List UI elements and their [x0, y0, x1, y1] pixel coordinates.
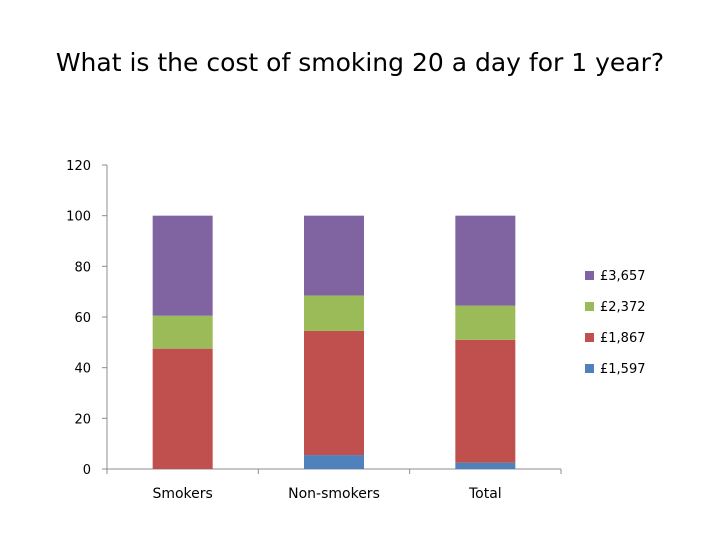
bar-segment [304, 330, 364, 456]
legend-label: £1,867 [600, 331, 646, 346]
bar-segment [455, 339, 516, 463]
bar-segment [152, 215, 213, 316]
x-category-label: Smokers [152, 486, 212, 502]
bar-segment [455, 462, 516, 469]
y-tick-label: 120 [66, 159, 91, 174]
x-category-label: Non-smokers [288, 486, 380, 502]
y-tick-label: 40 [74, 362, 91, 377]
legend-swatch [585, 364, 594, 373]
legend-swatch [585, 333, 594, 342]
legend-label: £2,372 [600, 300, 646, 315]
y-tick-label: 80 [74, 260, 91, 275]
bar-segment [455, 305, 516, 340]
bar-segment [304, 295, 364, 331]
x-category-label: Total [468, 486, 502, 502]
bar-segment [152, 348, 213, 469]
legend-swatch [585, 271, 594, 280]
legend-swatch [585, 302, 594, 311]
y-tick-label: 60 [74, 311, 91, 326]
bar-segment [455, 215, 516, 306]
slide-title: What is the cost of smoking 20 a day for… [55, 48, 665, 77]
bar-segment [304, 215, 364, 296]
legend-label: £1,597 [600, 362, 646, 377]
legend-label: £3,657 [600, 269, 646, 284]
y-tick-label: 20 [74, 412, 91, 427]
y-tick-label: 0 [83, 463, 91, 478]
bar-segment [304, 455, 364, 469]
bar-segment [152, 315, 213, 349]
y-tick-label: 100 [66, 210, 91, 225]
